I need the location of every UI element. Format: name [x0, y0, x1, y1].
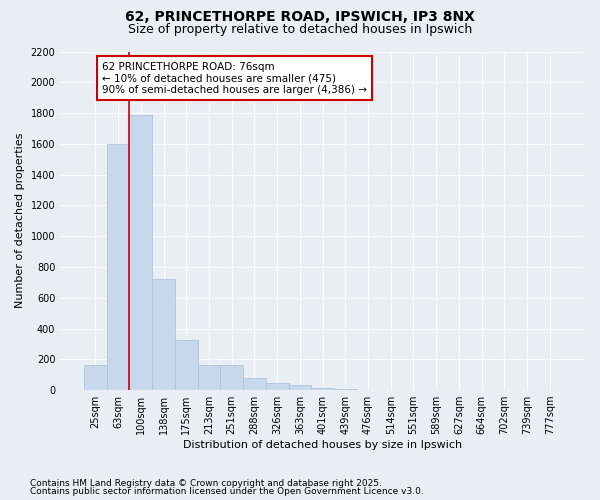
- Bar: [152, 280, 175, 390]
- Bar: [84, 366, 107, 390]
- Bar: [220, 366, 243, 390]
- X-axis label: Distribution of detached houses by size in Ipswich: Distribution of detached houses by size …: [183, 440, 462, 450]
- Text: 62 PRINCETHORPE ROAD: 76sqm
← 10% of detached houses are smaller (475)
90% of se: 62 PRINCETHORPE ROAD: 76sqm ← 10% of det…: [102, 62, 367, 95]
- Text: Size of property relative to detached houses in Ipswich: Size of property relative to detached ho…: [128, 22, 472, 36]
- Y-axis label: Number of detached properties: Number of detached properties: [15, 133, 25, 308]
- Bar: [107, 144, 130, 390]
- Bar: [311, 388, 334, 390]
- Bar: [243, 378, 266, 390]
- Bar: [130, 114, 152, 390]
- Bar: [175, 340, 197, 390]
- Text: 62, PRINCETHORPE ROAD, IPSWICH, IP3 8NX: 62, PRINCETHORPE ROAD, IPSWICH, IP3 8NX: [125, 10, 475, 24]
- Bar: [197, 366, 220, 390]
- Bar: [266, 383, 289, 390]
- Bar: [289, 386, 311, 390]
- Text: Contains HM Land Registry data © Crown copyright and database right 2025.: Contains HM Land Registry data © Crown c…: [30, 478, 382, 488]
- Text: Contains public sector information licensed under the Open Government Licence v3: Contains public sector information licen…: [30, 487, 424, 496]
